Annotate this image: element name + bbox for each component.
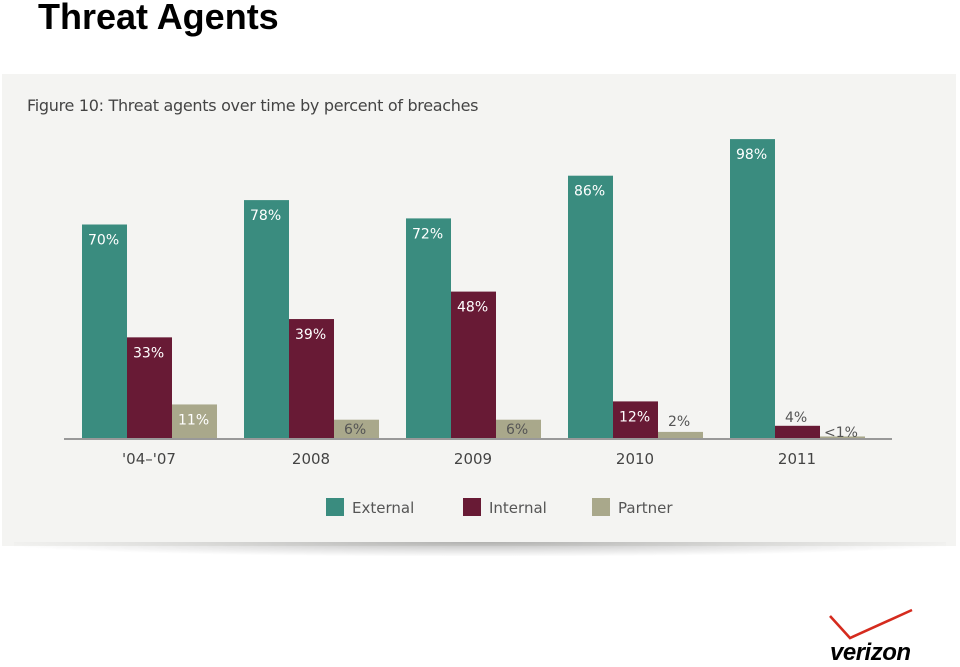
data-label-partner-4: <1% [824,425,858,441]
legend-swatch-partner [592,498,610,516]
data-label-internal-2: 48% [457,300,488,316]
x-tick-label-3: 2010 [616,450,654,468]
data-label-internal-4: 4% [785,410,807,426]
data-label-external-1: 78% [250,208,281,224]
bar-external-1 [244,200,289,438]
bar-external-3 [568,175,613,438]
data-label-partner-1: 6% [344,422,366,438]
logo-wordmark: verizon [830,639,911,664]
legend-label-external: External [352,499,414,517]
data-label-external-4: 98% [736,147,767,163]
legend-swatch-internal [463,498,481,516]
data-label-external-0: 70% [88,233,119,249]
x-tick-label-2: 2009 [454,450,492,468]
bar-internal-4 [775,425,820,438]
bar-external-4 [730,139,775,438]
bar-internal-0 [127,337,172,438]
x-tick-label-1: 2008 [292,450,330,468]
x-tick-label-4: 2011 [778,450,816,468]
legend-swatch-external [326,498,344,516]
data-label-internal-3: 12% [619,409,650,425]
x-tick-label-0: '04–'07 [122,450,176,468]
bar-partner-1 [334,419,379,438]
bar-external-0 [82,224,127,438]
figure-title: Figure 10: Threat agents over time by pe… [27,96,479,115]
data-label-partner-3: 2% [668,414,690,430]
bar-internal-1 [289,319,334,438]
bar-internal-3 [613,401,658,438]
bar-external-2 [406,218,451,438]
legend-label-partner: Partner [618,499,673,517]
verizon-logo: verizon [829,608,913,664]
bar-partner-2 [496,419,541,438]
figure-shadow [14,542,946,556]
data-label-partner-2: 6% [506,422,528,438]
logo-check-mark [829,608,913,640]
data-label-external-3: 86% [574,184,605,200]
legend-label-internal: Internal [489,499,547,517]
bar-partner-0 [172,404,217,438]
bar-partner-3 [658,431,703,438]
data-label-external-2: 72% [412,226,443,242]
data-label-partner-0: 11% [178,412,209,428]
slide-title: Threat Agents [38,0,279,37]
bar-partner-4 [820,436,865,438]
data-label-internal-1: 39% [295,327,326,343]
bar-internal-2 [451,291,496,438]
data-label-internal-0: 33% [133,345,164,361]
